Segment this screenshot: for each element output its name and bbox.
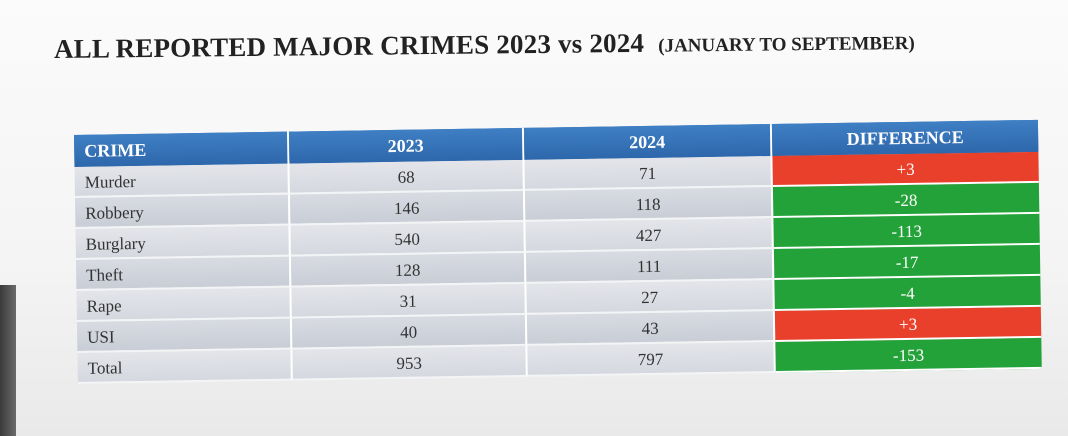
value-2023-cell: 128	[290, 252, 527, 288]
monitor-edge	[0, 285, 16, 436]
value-2023-cell: 68	[289, 159, 525, 195]
value-2024-cell: 27	[526, 280, 775, 315]
crime-cell: Total	[77, 349, 293, 384]
crime-table: CRIME 2023 2024 DIFFERENCE Murder 68 71 …	[74, 119, 1042, 384]
value-2023-cell: 40	[291, 314, 528, 350]
value-2024-cell: 111	[525, 249, 775, 284]
value-2024-cell: 797	[527, 342, 776, 377]
difference-cell: -4	[774, 275, 1041, 312]
difference-cell: -113	[773, 213, 1040, 250]
value-2024-cell: 118	[524, 187, 774, 222]
value-2023-cell: 31	[291, 283, 527, 319]
difference-cell: -153	[775, 337, 1042, 374]
crime-cell: Murder	[74, 163, 290, 198]
header-difference: DIFFERENCE	[771, 119, 1039, 157]
title-main: ALL REPORTED MAJOR CRIMES 2023 vs 2024	[53, 27, 645, 64]
value-2024-cell: 43	[526, 311, 776, 346]
value-2023-cell: 953	[292, 345, 528, 381]
crime-cell: Burglary	[75, 225, 291, 260]
difference-cell: -28	[772, 182, 1040, 219]
crime-cell: Robbery	[74, 194, 291, 229]
slide-title: ALL REPORTED MAJOR CRIMES 2023 vs 2024 (…	[54, 25, 915, 65]
difference-cell: +3	[772, 151, 1039, 188]
title-subtitle: (JANUARY TO SEPTEMBER)	[658, 32, 915, 57]
header-2023: 2023	[288, 127, 525, 164]
header-crime: CRIME	[74, 131, 290, 167]
value-2023-cell: 540	[290, 221, 526, 257]
difference-cell: +3	[774, 306, 1042, 343]
crime-cell: Rape	[76, 287, 292, 322]
value-2023-cell: 146	[289, 190, 526, 226]
table-body: Murder 68 71 +3 Robbery 146 118 -28 Burg…	[74, 151, 1042, 384]
difference-cell: -17	[773, 244, 1041, 281]
header-2024: 2024	[523, 124, 773, 160]
crime-cell: Theft	[75, 256, 292, 291]
slide: ALL REPORTED MAJOR CRIMES 2023 vs 2024 (…	[14, 0, 1068, 436]
value-2024-cell: 71	[524, 156, 773, 191]
crime-cell: USI	[76, 318, 293, 353]
value-2024-cell: 427	[525, 218, 774, 253]
